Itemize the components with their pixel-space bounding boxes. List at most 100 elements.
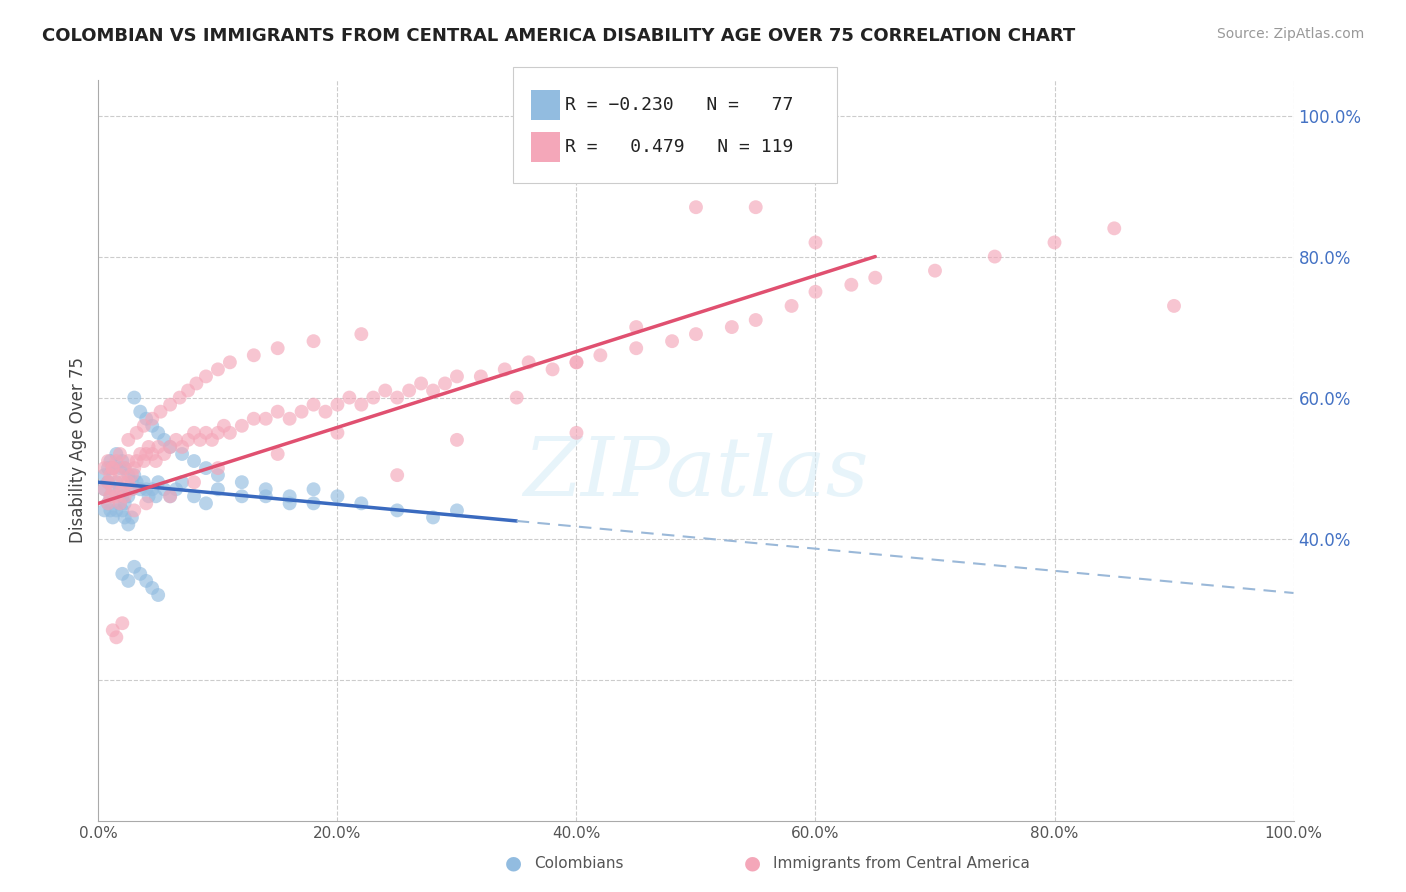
Point — [302, 398, 325, 412]
Point — [153, 433, 176, 447]
Point — [121, 482, 143, 496]
Point — [685, 327, 707, 342]
Point — [385, 468, 409, 483]
Point — [350, 496, 373, 510]
Point — [326, 489, 349, 503]
Point — [302, 496, 325, 510]
Point — [145, 454, 167, 468]
Point — [149, 405, 172, 419]
Point — [188, 433, 211, 447]
Point — [984, 250, 1007, 264]
Point — [117, 574, 139, 588]
Point — [1043, 235, 1066, 250]
Point — [302, 482, 325, 496]
Point — [121, 482, 143, 496]
Point — [446, 503, 468, 517]
Point — [101, 461, 124, 475]
Point — [422, 510, 444, 524]
Point — [108, 461, 131, 475]
Point — [124, 559, 146, 574]
Point — [93, 482, 115, 496]
Text: ZIPatlas: ZIPatlas — [523, 433, 869, 513]
Point — [111, 616, 134, 631]
Point — [121, 475, 143, 490]
Point — [132, 475, 155, 490]
Point — [385, 391, 409, 405]
Point — [93, 468, 115, 483]
Point — [108, 482, 131, 496]
Point — [141, 418, 163, 433]
Point — [124, 461, 146, 475]
Point — [302, 334, 325, 348]
Point — [141, 482, 163, 496]
Point — [506, 391, 529, 405]
Point — [159, 489, 181, 503]
Point — [105, 503, 128, 517]
Point — [98, 454, 122, 468]
Point — [117, 454, 139, 468]
Point — [141, 581, 163, 595]
Point — [254, 411, 277, 425]
Point — [685, 200, 707, 214]
Point — [135, 482, 157, 496]
Point — [108, 468, 131, 483]
Point — [125, 425, 148, 440]
Point — [243, 348, 266, 362]
Point — [278, 489, 301, 503]
Point — [685, 165, 707, 179]
Point — [111, 503, 134, 517]
Point — [101, 461, 124, 475]
Point — [121, 510, 143, 524]
Point — [138, 489, 160, 503]
Point — [98, 489, 122, 503]
Point — [231, 418, 253, 433]
Point — [363, 391, 385, 405]
Point — [129, 405, 152, 419]
Point — [124, 503, 146, 517]
Text: R =   0.479   N = 119: R = 0.479 N = 119 — [565, 138, 793, 156]
Point — [172, 440, 194, 454]
Point — [350, 398, 373, 412]
Point — [165, 433, 187, 447]
Point — [121, 468, 143, 483]
Point — [129, 482, 152, 496]
Point — [108, 496, 131, 510]
Point — [114, 461, 136, 475]
Point — [117, 475, 139, 490]
Point — [350, 327, 373, 342]
Point — [135, 411, 157, 425]
Point — [434, 376, 457, 391]
Point — [108, 496, 131, 510]
Point — [804, 235, 827, 250]
Point — [267, 447, 290, 461]
Point — [97, 475, 120, 490]
Point — [374, 384, 396, 398]
Point — [114, 461, 136, 475]
Point — [135, 447, 157, 461]
Point — [207, 461, 229, 475]
Point — [153, 447, 176, 461]
Point — [745, 313, 768, 327]
Point — [183, 425, 205, 440]
Point — [804, 285, 827, 299]
Point — [924, 263, 946, 277]
Y-axis label: Disability Age Over 75: Disability Age Over 75 — [69, 358, 87, 543]
Point — [841, 277, 863, 292]
Text: Immigrants from Central America: Immigrants from Central America — [773, 856, 1031, 871]
Point — [114, 510, 136, 524]
Point — [111, 454, 134, 468]
Point — [165, 482, 187, 496]
Point — [105, 489, 128, 503]
Point — [589, 348, 612, 362]
Point — [201, 433, 224, 447]
Point — [138, 440, 160, 454]
Point — [93, 482, 115, 496]
Point — [254, 482, 277, 496]
Point — [98, 503, 122, 517]
Point — [97, 496, 120, 510]
Point — [105, 454, 128, 468]
Point — [565, 355, 588, 369]
Point — [398, 384, 420, 398]
Point — [159, 440, 181, 454]
Point — [97, 496, 120, 510]
